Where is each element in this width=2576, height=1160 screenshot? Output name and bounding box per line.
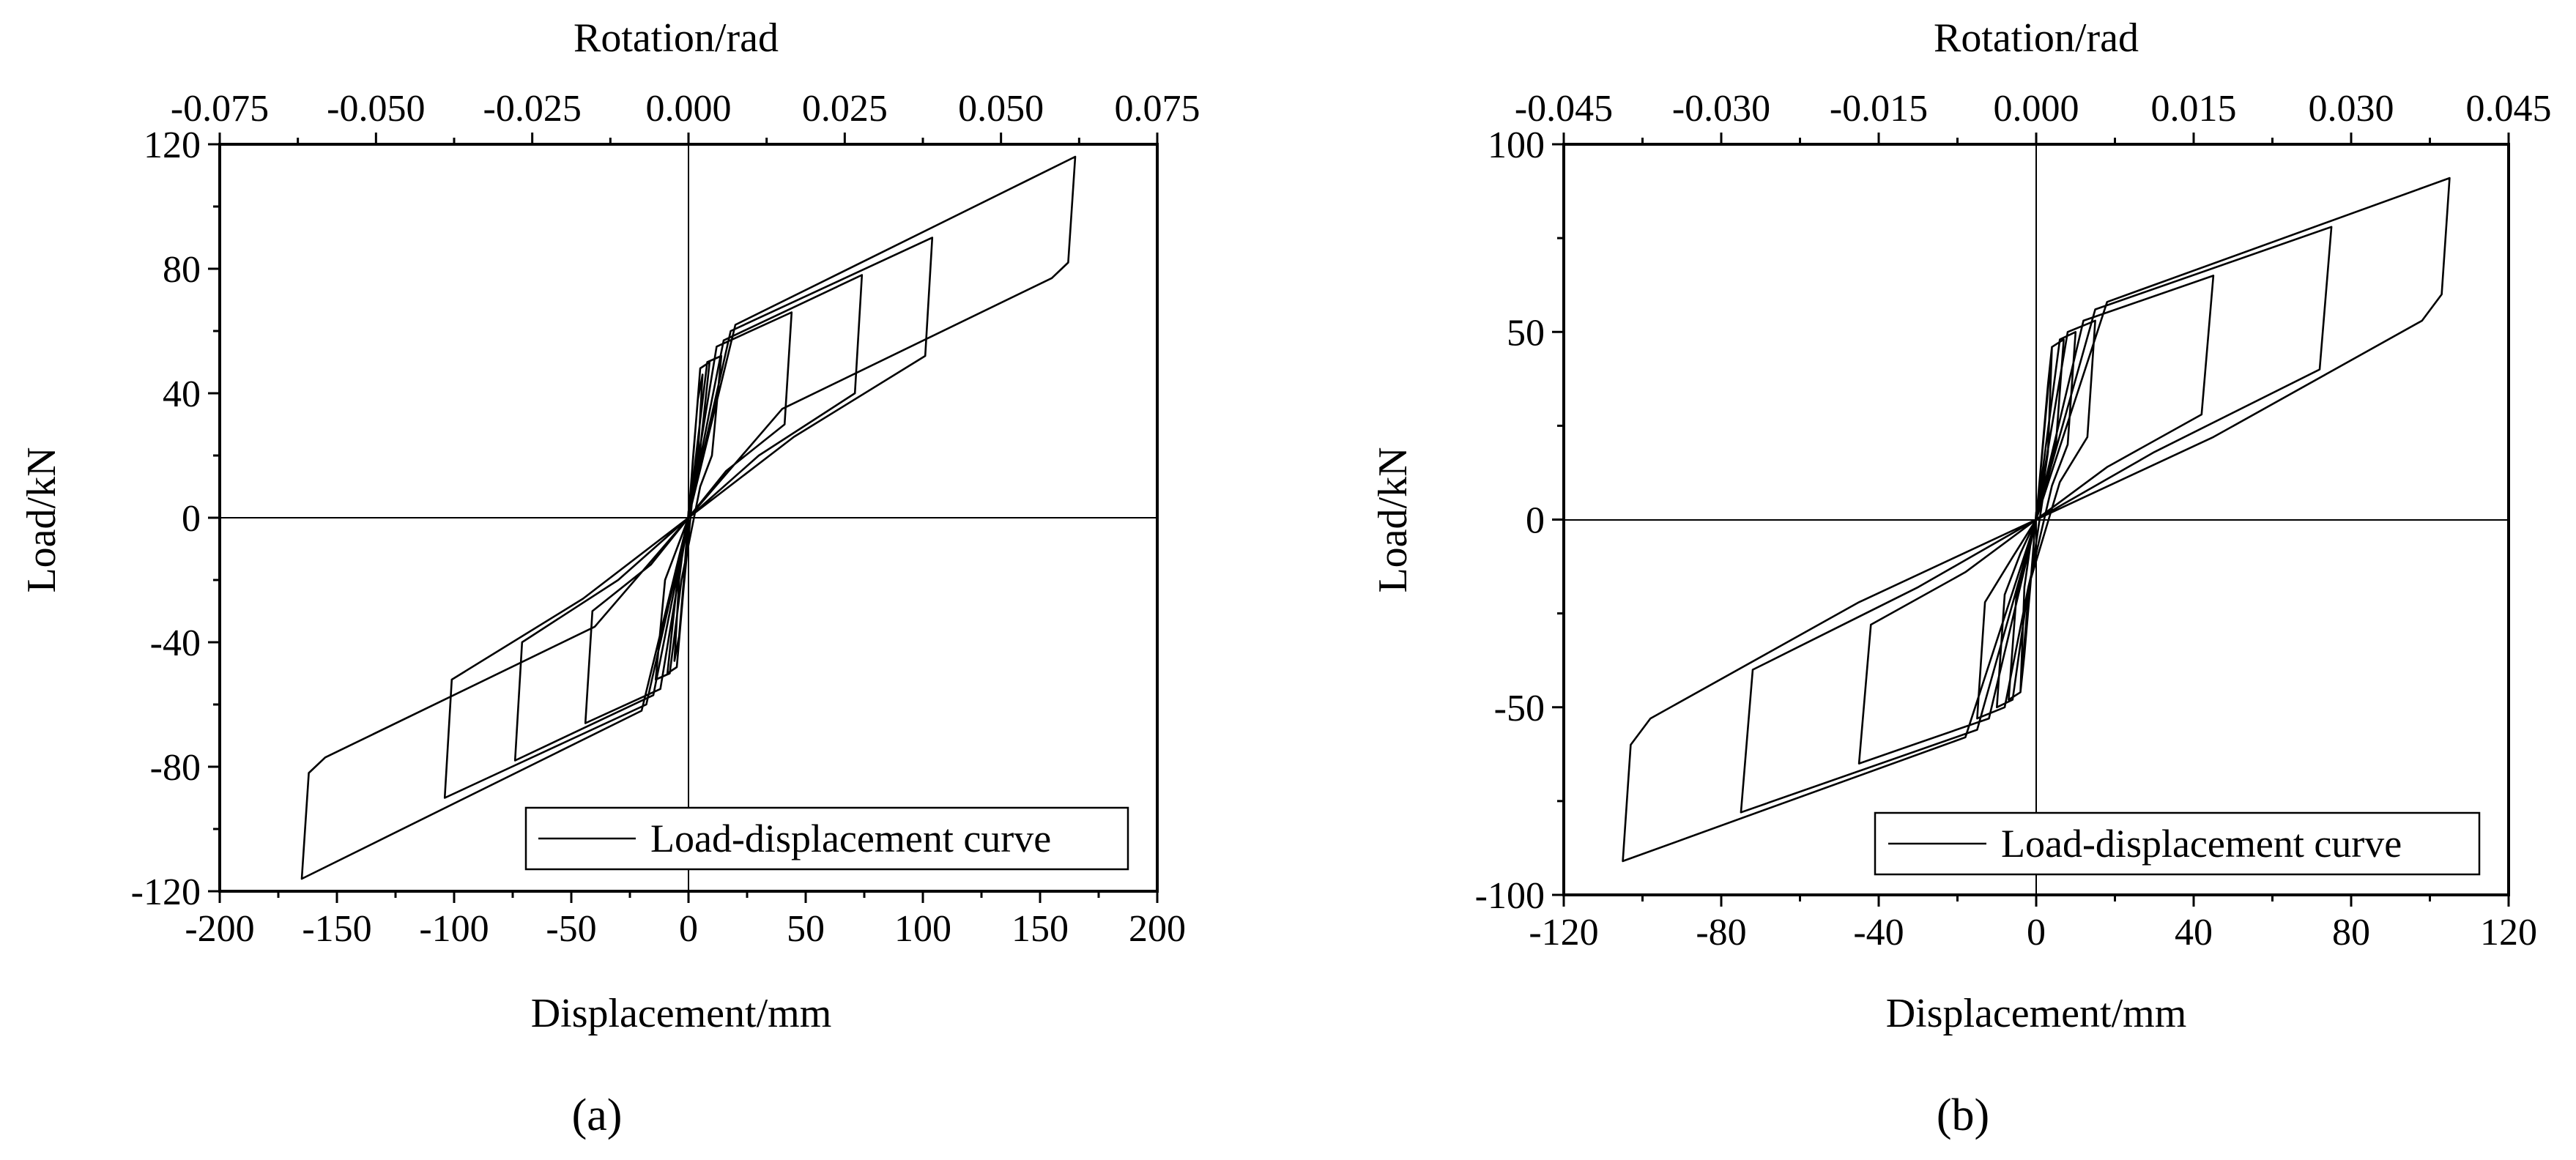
x-tick-label: -200	[185, 908, 254, 950]
tick-labels-b: -120 -80 -40 0 40 80 120 -100 -50 0 50 100-0.045 -0.…	[1475, 88, 2552, 953]
tick-marks-a	[208, 133, 1159, 903]
x-tick-label: 0	[2027, 912, 2046, 953]
y-tick-label: 50	[1507, 312, 1545, 354]
x-axis-title-a: Displacement/mm	[531, 991, 832, 1036]
x2-tick-label: -0.015	[1830, 88, 1928, 130]
y-tick-label: 0	[1526, 500, 1545, 542]
x-axis-title-b: Displacement/mm	[1886, 991, 2187, 1036]
y-tick-label: 120	[144, 124, 201, 166]
x2-tick-label: -0.045	[1515, 88, 1613, 130]
legend-label-a: Load-displacement curve	[650, 817, 1051, 860]
x-tick-label: -50	[546, 908, 596, 950]
x-tick-label: -120	[1529, 912, 1598, 953]
x2-tick-label: -0.030	[1672, 88, 1770, 130]
x-tick-label: 100	[894, 908, 951, 950]
top-axis-title-b: Rotation/rad	[1934, 15, 2139, 61]
x2-tick-label: 0.000	[1994, 88, 2079, 130]
series-line-1	[1622, 176, 2451, 863]
y-tick-label: 40	[163, 373, 201, 415]
x-tick-label: -40	[1853, 912, 1904, 953]
x-tick-label: -150	[302, 908, 371, 950]
series-group-a	[300, 155, 1077, 880]
x2-tick-label: 0.000	[646, 88, 732, 130]
x2-tick-label: 0.050	[958, 88, 1044, 130]
y-tick-label: -120	[131, 871, 201, 913]
y-axis-title-b: Load/kN	[1370, 447, 1416, 592]
tick-labels-a: -200 -150 -100 -50 0 50 100 150 200 -120 -80 -40 0 40…	[131, 88, 1200, 950]
x-tick-label: 200	[1129, 908, 1186, 950]
x2-tick-label: -0.025	[483, 88, 582, 130]
x2-tick-label: 0.045	[2466, 88, 2552, 130]
x2-tick-label: 0.030	[2309, 88, 2394, 130]
chart-panel-b: Rotation/rad Load/kN Displacement/mm (b)…	[1370, 15, 2552, 1140]
x2-tick-label: -0.075	[171, 88, 269, 130]
tick-marks-b	[1552, 133, 2510, 907]
y-tick-label: -100	[1475, 875, 1545, 917]
legend-a: Load-displacement curve	[524, 806, 1129, 871]
y-axis-title-a: Load/kN	[19, 447, 64, 592]
x2-tick-label: -0.050	[327, 88, 425, 130]
legend-label-b: Load-displacement curve	[2001, 822, 2402, 866]
x2-tick-label: 0.025	[802, 88, 888, 130]
x-tick-label: 150	[1012, 908, 1069, 950]
legend-b: Load-displacement curve	[1874, 811, 2481, 876]
series-line-1	[300, 155, 1077, 880]
y-tick-label: 100	[1488, 124, 1545, 166]
x2-tick-label: 0.015	[2151, 88, 2237, 130]
x-tick-label: -80	[1696, 912, 1746, 953]
x2-tick-label: 0.075	[1115, 88, 1200, 130]
series-group-b	[1622, 176, 2451, 863]
y-tick-label: 0	[182, 498, 201, 540]
y-tick-label: -40	[150, 622, 201, 664]
x-tick-label: 80	[2332, 912, 2370, 953]
x-tick-label: 40	[2175, 912, 2213, 953]
panel-label-b: (b)	[1937, 1090, 1989, 1140]
y-tick-label: -50	[1494, 688, 1545, 729]
x-tick-label: 50	[787, 908, 825, 950]
y-tick-label: 80	[163, 249, 201, 291]
panel-label-a: (a)	[572, 1090, 623, 1140]
x-tick-label: 120	[2480, 912, 2537, 953]
x-tick-label: -100	[419, 908, 489, 950]
x-tick-label: 0	[679, 908, 698, 950]
y-tick-label: -80	[150, 747, 201, 789]
top-axis-title-a: Rotation/rad	[574, 15, 779, 61]
chart-panel-a: Rotation/rad Load/kN Displacement/mm (a)…	[19, 15, 1200, 1140]
